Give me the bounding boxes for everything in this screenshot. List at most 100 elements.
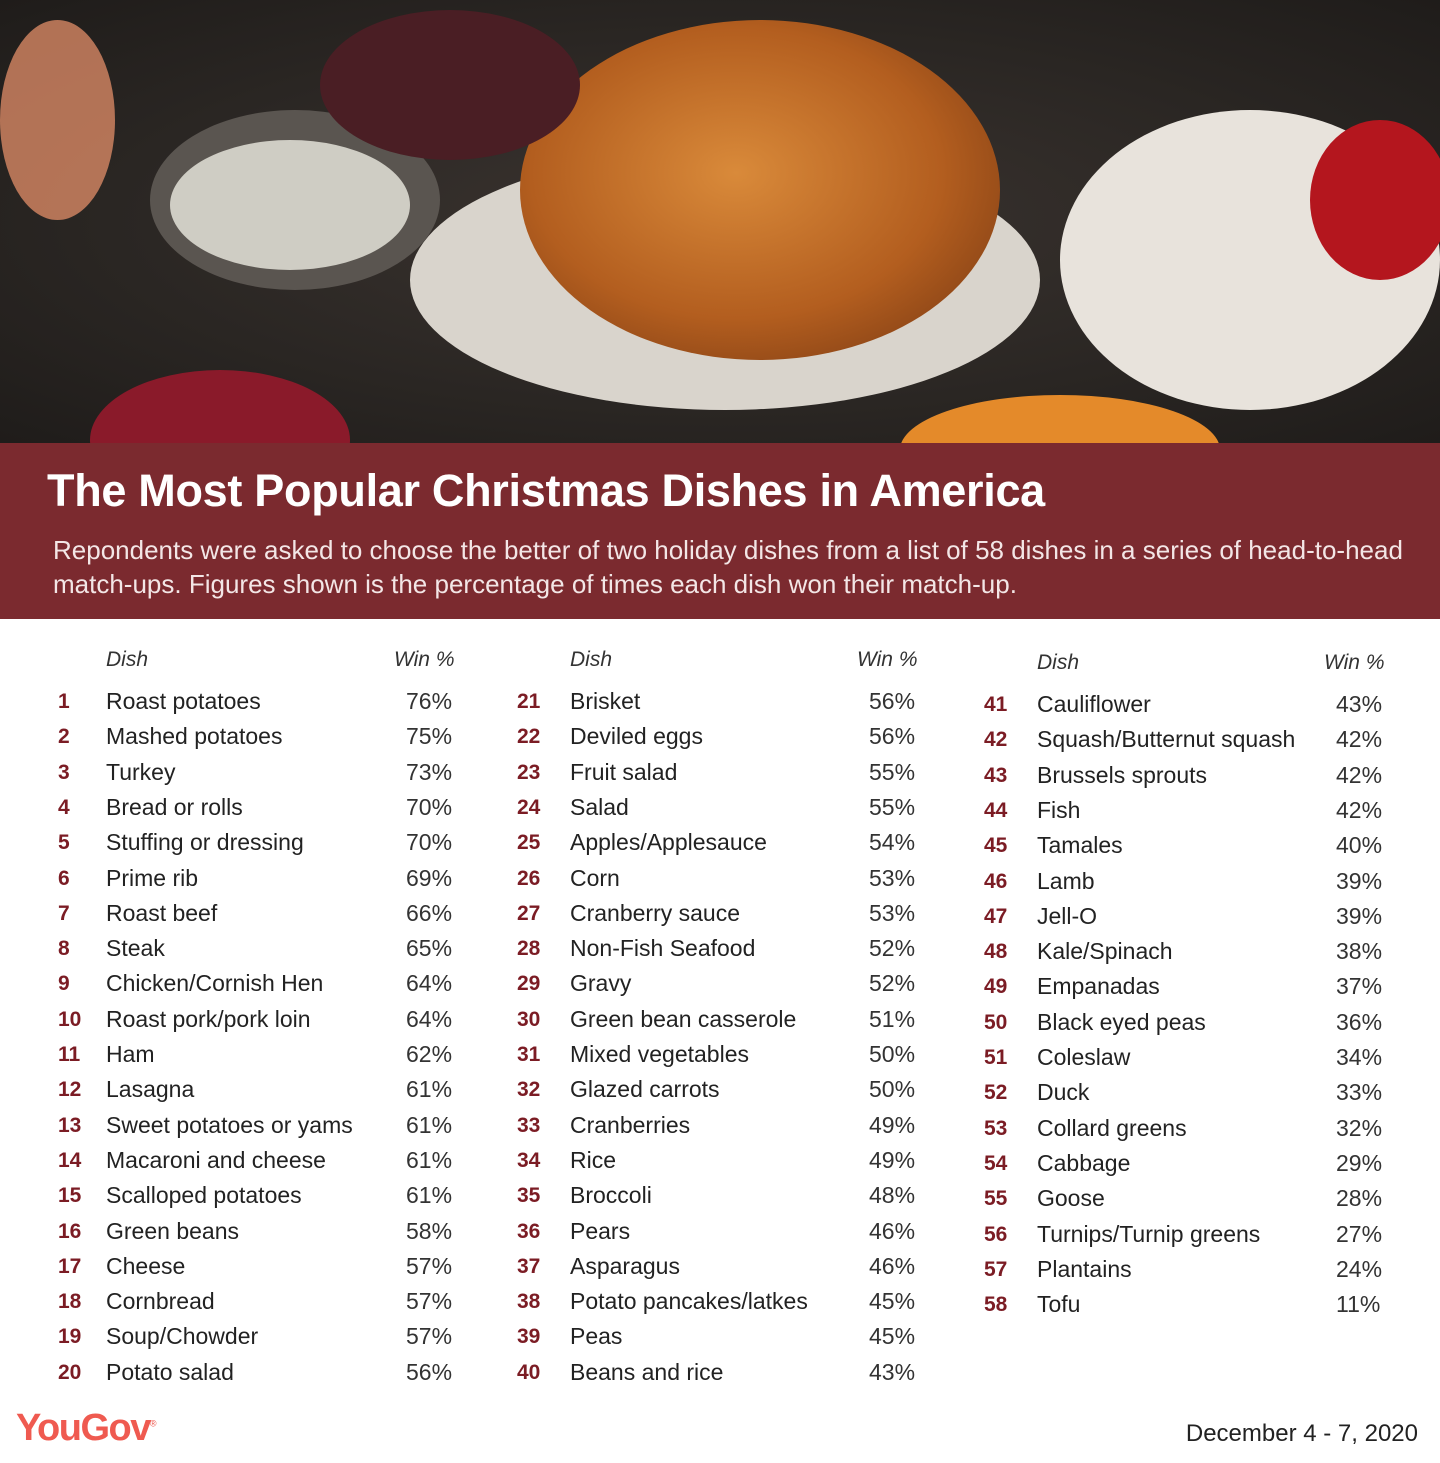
table-row: 36 Pears 46%: [517, 1218, 937, 1253]
roast-chicken-shape: [520, 20, 1000, 360]
rank-number: 30: [517, 1007, 541, 1031]
rank-number: 33: [517, 1113, 541, 1137]
win-percentage: 54%: [869, 829, 916, 856]
table-row: 27 Cranberry sauce 53%: [517, 900, 937, 935]
table-row: 3 Turkey 73%: [58, 759, 478, 794]
dish-name: Cranberries: [570, 1111, 691, 1138]
win-percentage: 70%: [406, 829, 453, 856]
win-percentage: 52%: [869, 935, 916, 962]
win-percentage: 51%: [869, 1005, 916, 1032]
win-percentage: 61%: [406, 1076, 453, 1103]
dish-name: Macaroni and cheese: [106, 1146, 326, 1173]
table-row: 49 Empanadas 37%: [984, 973, 1404, 1008]
table-row: 30 Green bean casserole 51%: [517, 1006, 937, 1041]
rank-number: 31: [517, 1043, 541, 1066]
dish-name: Turkey: [106, 758, 176, 785]
dish-name: Kale/Spinach: [1037, 938, 1173, 965]
dish-name: Cabbage: [1037, 1149, 1131, 1176]
rank-number: 2: [58, 725, 70, 749]
grapes-shape: [320, 10, 580, 160]
column-header-win-pct: Win %: [394, 648, 455, 671]
table-row: 46 Lamb 39%: [984, 868, 1404, 903]
rank-number: 34: [517, 1148, 541, 1172]
dish-name: Cornbread: [106, 1288, 215, 1315]
rank-number: 55: [984, 1187, 1008, 1211]
dish-name: Non-Fish Seafood: [570, 935, 756, 962]
win-percentage: 57%: [406, 1323, 453, 1350]
table-row: 16 Green beans 58%: [58, 1218, 478, 1253]
win-percentage: 53%: [869, 899, 916, 926]
sweet-potato-shape: [900, 395, 1220, 443]
rank-number: 51: [984, 1046, 1008, 1069]
table-row: 6 Prime rib 69%: [58, 865, 478, 900]
win-percentage: 56%: [869, 688, 916, 714]
rank-number: 10: [58, 1007, 82, 1031]
rank-number: 53: [984, 1116, 1008, 1140]
table-row: 58 Tofu 11%: [984, 1291, 1404, 1326]
rank-number: 12: [58, 1078, 82, 1102]
rank-number: 36: [517, 1219, 541, 1243]
rank-number: 32: [517, 1078, 541, 1102]
table-row: 29 Gravy 52%: [517, 970, 937, 1005]
dish-name: Broccoli: [570, 1182, 652, 1209]
column-header-dish: Dish: [106, 648, 149, 671]
rank-number: 46: [984, 869, 1008, 893]
rank-number: 13: [58, 1113, 82, 1137]
win-percentage: 34%: [1336, 1044, 1383, 1070]
rank-number: 22: [517, 725, 541, 749]
win-percentage: 75%: [406, 723, 453, 750]
dish-name: Gravy: [570, 970, 632, 997]
table-row: 48 Kale/Spinach 38%: [984, 938, 1404, 973]
win-percentage: 40%: [1336, 832, 1383, 859]
rank-number: 48: [984, 940, 1008, 964]
table-row: 56 Turnips/Turnip greens 27%: [984, 1221, 1404, 1256]
table-row: 53 Collard greens 32%: [984, 1115, 1404, 1150]
win-percentage: 27%: [1336, 1220, 1383, 1247]
table-row: 42 Squash/Butternut squash 42%: [984, 726, 1404, 761]
rank-number: 11: [58, 1043, 81, 1066]
table-row: 31 Mixed vegetables 50%: [517, 1041, 937, 1076]
rank-number: 52: [984, 1081, 1008, 1105]
dish-name: Mashed potatoes: [106, 723, 283, 750]
dish-name: Fruit salad: [570, 758, 678, 785]
rank-number: 17: [58, 1254, 82, 1278]
rank-number: 23: [517, 760, 541, 784]
rank-number: 42: [984, 728, 1008, 752]
win-percentage: 43%: [869, 1358, 916, 1385]
dish-name: Scalloped potatoes: [106, 1182, 302, 1209]
table-row: 8 Steak 65%: [58, 935, 478, 970]
table-row: 38 Potato pancakes/latkes 45%: [517, 1288, 937, 1323]
win-percentage: 37%: [1336, 973, 1383, 1000]
dish-name: Sweet potatoes or yams: [106, 1111, 353, 1138]
dish-name: Jell-O: [1037, 902, 1098, 929]
rank-number: 6: [58, 866, 70, 890]
table-row: 39 Peas 45%: [517, 1323, 937, 1358]
win-percentage: 58%: [406, 1217, 453, 1244]
dish-name: Duck: [1037, 1079, 1090, 1106]
dish-name: Squash/Butternut squash: [1037, 726, 1296, 753]
win-percentage: 38%: [1336, 938, 1383, 965]
win-percentage: 49%: [869, 1146, 916, 1173]
yougov-logo: YouGov®: [16, 1407, 157, 1449]
rank-number: 29: [517, 972, 541, 996]
win-percentage: 39%: [1336, 902, 1383, 929]
win-percentage: 70%: [406, 793, 453, 820]
rank-number: 40: [517, 1360, 541, 1384]
rank-number: 21: [517, 690, 541, 713]
table-row: 40 Beans and rice 43%: [517, 1359, 937, 1394]
flowers-shape: [1310, 120, 1440, 280]
dish-name: Ham: [106, 1041, 155, 1067]
page-title: The Most Popular Christmas Dishes in Ame…: [47, 465, 1045, 516]
rank-number: 56: [984, 1222, 1008, 1246]
table-row: 34 Rice 49%: [517, 1147, 937, 1182]
rank-number: 15: [58, 1184, 82, 1208]
table-row: 28 Non-Fish Seafood 52%: [517, 935, 937, 970]
dish-name: Lamb: [1037, 867, 1095, 894]
dish-name: Tamales: [1037, 832, 1123, 859]
rank-number: 50: [984, 1010, 1008, 1034]
rank-number: 7: [58, 901, 70, 925]
win-percentage: 45%: [869, 1288, 916, 1315]
table-row: 1 Roast potatoes 76%: [58, 688, 478, 723]
table-row: 51 Coleslaw 34%: [984, 1044, 1404, 1079]
rank-number: 19: [58, 1325, 82, 1349]
